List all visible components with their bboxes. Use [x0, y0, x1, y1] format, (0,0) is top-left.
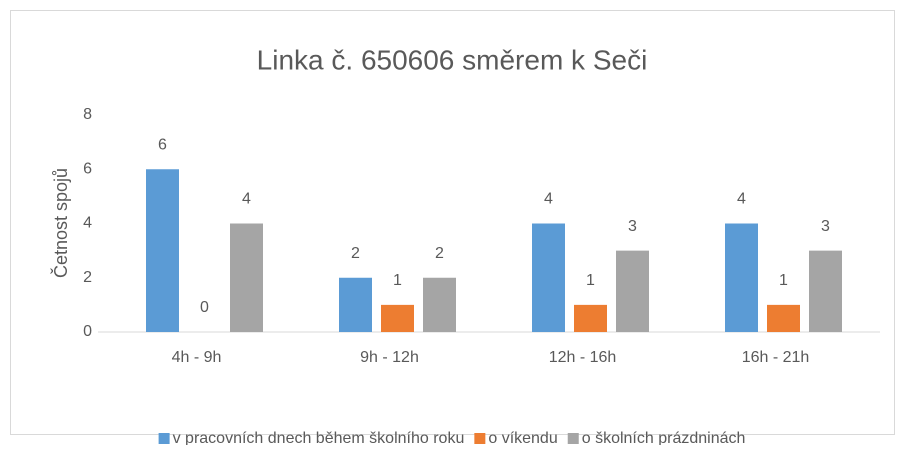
legend-swatch [158, 433, 170, 444]
legend-label: o víkendu [488, 430, 557, 445]
x-tick-label: 16h - 21h [742, 349, 810, 366]
data-label: 4 [544, 191, 553, 208]
bar [725, 223, 758, 332]
y-tick-label: 6 [83, 160, 92, 177]
data-label: 3 [628, 218, 637, 235]
y-tick-label: 0 [83, 323, 92, 340]
chart-title: Linka č. 650606 směrem k Seči [257, 44, 648, 75]
y-tick-label: 2 [83, 269, 92, 286]
data-label: 6 [158, 136, 167, 153]
bar [146, 169, 179, 332]
bar [339, 277, 372, 332]
bar [423, 277, 456, 332]
bar [616, 250, 649, 332]
legend-swatch [567, 433, 579, 444]
y-axis-label: Četnost spojů [50, 168, 71, 278]
data-label: 0 [200, 299, 209, 316]
data-label: 1 [393, 272, 402, 289]
legend-label: o školních prázdninách [582, 430, 746, 445]
bar [767, 304, 800, 332]
data-label: 4 [737, 191, 746, 208]
data-label: 2 [435, 245, 444, 262]
legend-swatch [474, 433, 486, 444]
bar [381, 304, 414, 332]
y-tick-label: 8 [83, 106, 92, 123]
legend-label: v pracovních dnech během školního roku [173, 430, 465, 445]
x-tick-label: 9h - 12h [360, 349, 419, 366]
data-label: 1 [586, 272, 595, 289]
x-tick-label: 12h - 16h [549, 349, 617, 366]
bar [809, 250, 842, 332]
bar [532, 223, 565, 332]
x-tick-label: 4h - 9h [172, 349, 222, 366]
data-label: 4 [242, 191, 251, 208]
data-label: 2 [351, 245, 360, 262]
data-label: 3 [821, 218, 830, 235]
data-label: 1 [779, 272, 788, 289]
bar [230, 223, 263, 332]
y-tick-label: 4 [83, 215, 92, 232]
bar [574, 304, 607, 332]
